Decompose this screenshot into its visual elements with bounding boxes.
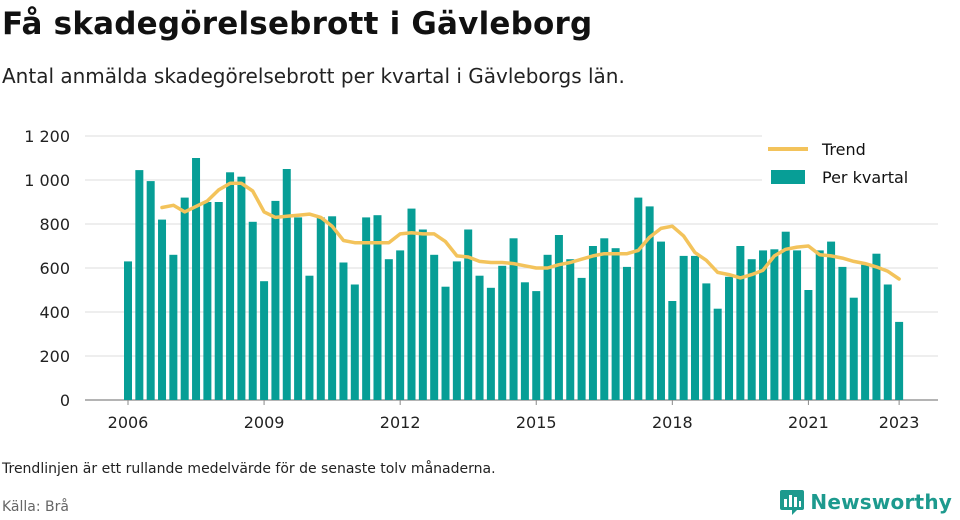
y-tick-label: 600 — [39, 259, 70, 278]
bar — [611, 248, 620, 400]
bar — [498, 265, 507, 400]
bar — [192, 158, 201, 400]
bar — [838, 266, 847, 400]
bar — [702, 283, 711, 400]
bar — [180, 197, 189, 400]
bar — [203, 202, 212, 400]
bar — [532, 291, 541, 400]
y-tick-label: 0 — [60, 391, 70, 410]
bar — [305, 275, 314, 400]
bar — [781, 231, 790, 400]
bar — [883, 284, 892, 400]
bar — [135, 170, 144, 400]
bar — [849, 297, 858, 400]
bar — [294, 217, 303, 400]
bar — [622, 266, 631, 400]
bar — [656, 241, 665, 400]
bar — [634, 197, 643, 400]
bar — [396, 250, 405, 400]
bar — [271, 200, 280, 400]
bar — [520, 282, 529, 400]
bar — [441, 286, 450, 400]
trend-line — [160, 181, 901, 281]
bar — [804, 290, 813, 400]
bar — [895, 321, 904, 400]
x-tick-label: 2009 — [244, 413, 285, 432]
y-tick-label: 1 200 — [24, 127, 70, 146]
x-tick-label: 2015 — [516, 413, 557, 432]
bar — [691, 255, 699, 400]
bar — [339, 262, 348, 400]
bar — [373, 215, 382, 400]
newsworthy-logo[interactable]: Newsworthy — [778, 488, 952, 516]
bar — [588, 246, 597, 400]
x-tick-label: 2012 — [380, 413, 421, 432]
bar — [362, 217, 371, 400]
bar — [350, 284, 359, 400]
bar — [509, 238, 518, 400]
bar — [827, 241, 836, 400]
bar — [566, 259, 575, 400]
legend-bar-swatch — [771, 170, 805, 184]
bar — [124, 261, 132, 400]
bar — [645, 206, 654, 400]
bar — [282, 169, 291, 400]
brand-name: Newsworthy — [810, 490, 952, 514]
chart-title: Få skadegörelsebrott i Gävleborg — [2, 6, 593, 42]
legend: Trend Per kvartal — [762, 134, 940, 192]
bar — [872, 253, 881, 400]
x-tick-label: 2021 — [788, 413, 829, 432]
bar — [418, 229, 427, 400]
x-tick-label: 2023 — [879, 413, 920, 432]
bar — [430, 254, 439, 400]
bar — [725, 276, 734, 400]
bar — [328, 216, 337, 400]
bar — [747, 259, 756, 400]
y-tick-label: 800 — [39, 215, 70, 234]
bar — [226, 172, 235, 400]
bar — [237, 176, 246, 400]
bar — [475, 275, 484, 400]
bar — [600, 238, 609, 400]
legend-trend-label: Trend — [821, 140, 866, 159]
bar — [736, 246, 745, 400]
bar — [486, 287, 495, 400]
bar — [770, 249, 779, 400]
y-tick-label: 200 — [39, 347, 70, 366]
bar — [158, 219, 167, 400]
legend-bar-label: Per kvartal — [822, 168, 908, 187]
footnote: Trendlinjen är ett rullande medelvärde f… — [2, 461, 496, 477]
bar — [543, 254, 552, 400]
bar — [248, 221, 257, 400]
bar — [452, 261, 461, 400]
x-tick-label: 2006 — [108, 413, 149, 432]
bar — [260, 281, 269, 400]
bar — [169, 254, 178, 400]
bar — [793, 250, 802, 400]
bar — [861, 264, 870, 400]
chart-subtitle: Antal anmälda skadegörelsebrott per kvar… — [2, 64, 625, 88]
bar — [316, 217, 325, 400]
y-tick-label: 1 000 — [24, 171, 70, 190]
bar — [815, 250, 824, 400]
source-label: Källa: Brå — [2, 499, 69, 515]
bar — [668, 301, 677, 400]
bar-chart-logo-icon — [780, 490, 805, 515]
bar — [577, 277, 586, 400]
y-tick-label: 400 — [39, 303, 70, 322]
bar — [713, 308, 722, 400]
bar — [464, 229, 473, 400]
x-tick-label: 2018 — [652, 413, 693, 432]
bar — [759, 250, 768, 400]
bar — [214, 202, 223, 400]
bar — [407, 208, 416, 400]
bar — [679, 255, 688, 400]
bar — [384, 259, 393, 400]
bar — [554, 235, 563, 400]
bar — [146, 181, 155, 400]
